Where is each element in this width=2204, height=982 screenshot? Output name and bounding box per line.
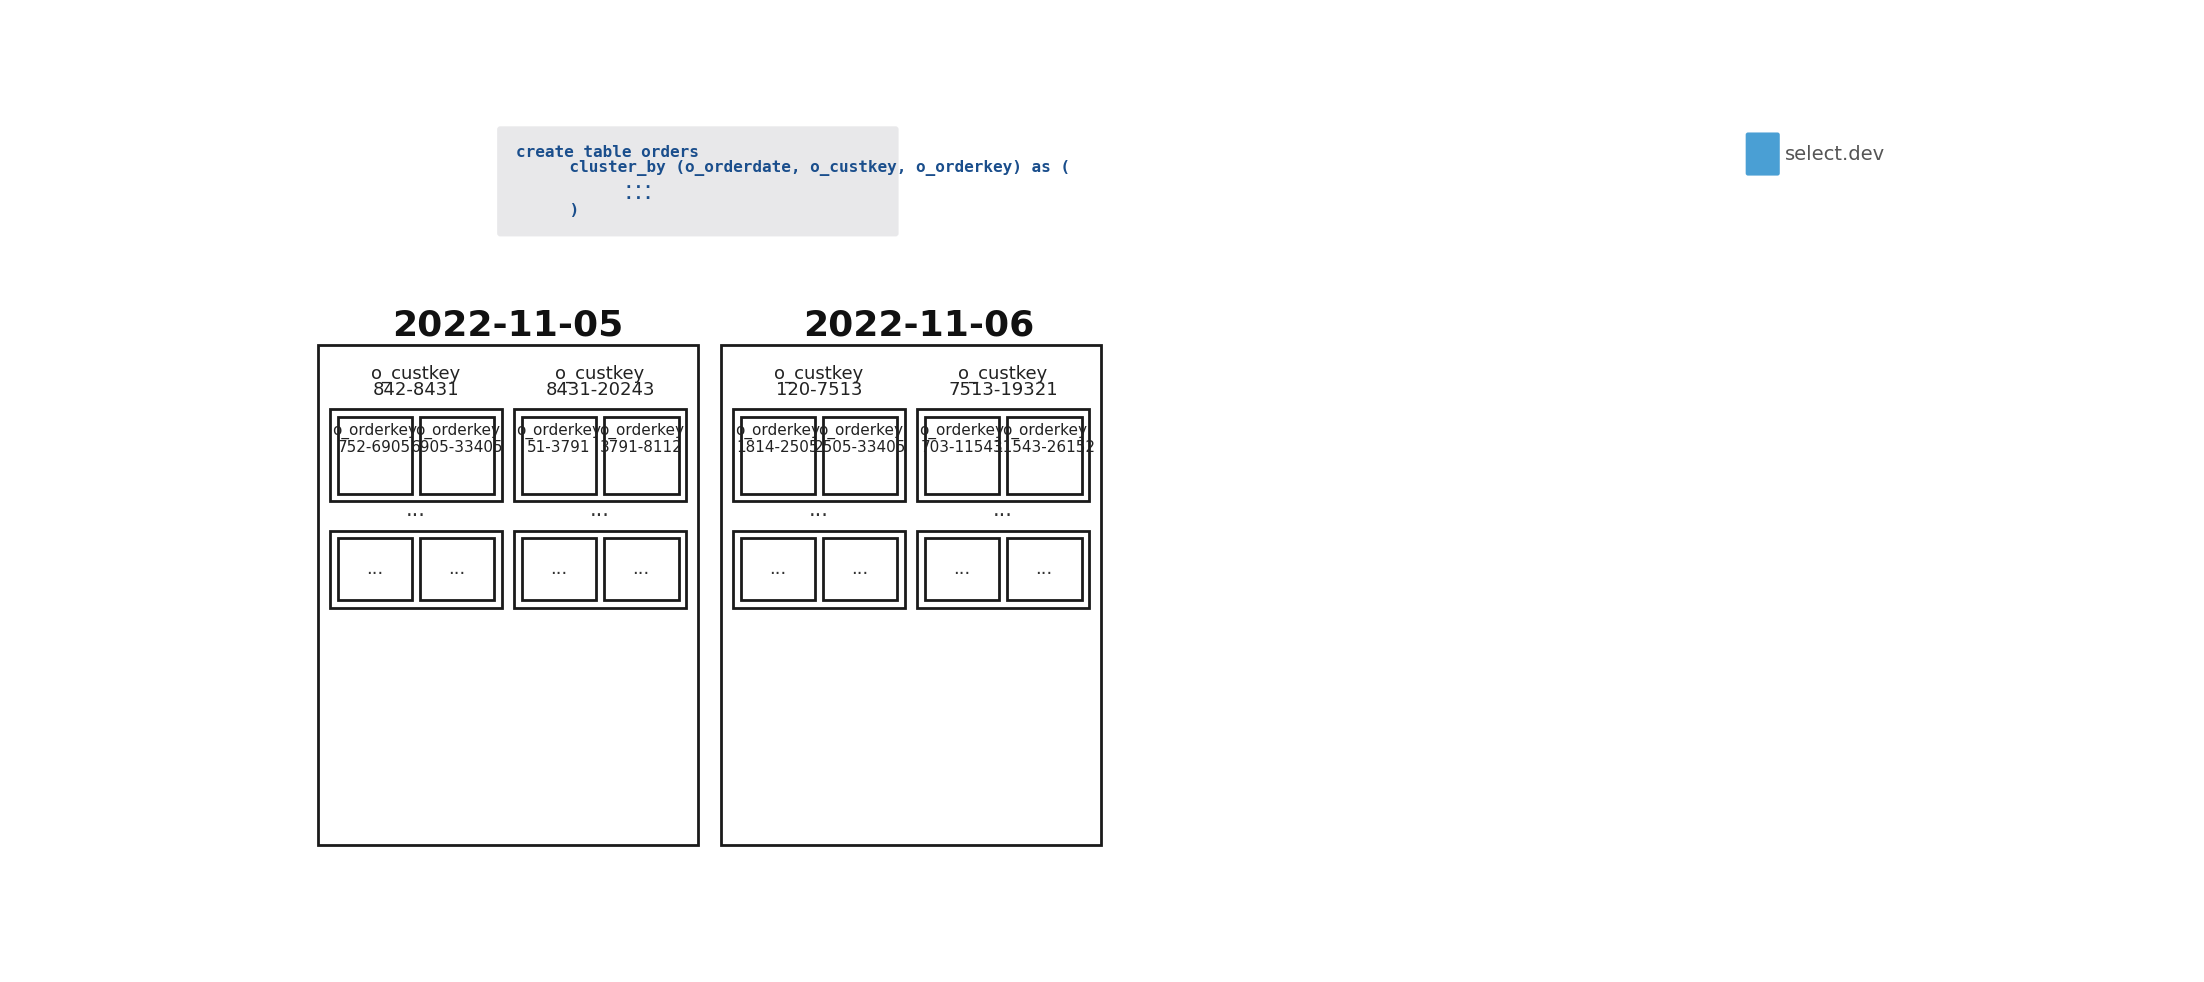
FancyBboxPatch shape <box>721 345 1100 846</box>
Text: o_orderkey: o_orderkey <box>333 423 417 439</box>
FancyBboxPatch shape <box>419 416 494 494</box>
Text: 8431-20243: 8431-20243 <box>544 381 655 399</box>
FancyBboxPatch shape <box>741 538 815 600</box>
Text: o_orderkey: o_orderkey <box>1001 423 1087 439</box>
Text: ...: ... <box>406 500 425 519</box>
Text: 2022-11-06: 2022-11-06 <box>802 308 1034 343</box>
FancyBboxPatch shape <box>317 345 699 846</box>
FancyBboxPatch shape <box>522 416 595 494</box>
Text: 752-6905: 752-6905 <box>337 440 412 455</box>
FancyBboxPatch shape <box>522 538 595 600</box>
Text: 2505-33405: 2505-33405 <box>813 440 906 455</box>
FancyBboxPatch shape <box>604 538 679 600</box>
Text: 51-3791: 51-3791 <box>527 440 591 455</box>
Text: o_custkey: o_custkey <box>959 364 1047 383</box>
FancyBboxPatch shape <box>923 416 998 494</box>
Text: ): ) <box>531 202 580 218</box>
FancyBboxPatch shape <box>741 416 815 494</box>
Text: 3791-8112: 3791-8112 <box>599 440 683 455</box>
FancyBboxPatch shape <box>331 409 503 501</box>
Text: o_orderkey: o_orderkey <box>919 423 1005 439</box>
Text: 120-7513: 120-7513 <box>776 381 862 399</box>
Text: o_orderkey: o_orderkey <box>818 423 904 439</box>
FancyBboxPatch shape <box>337 416 412 494</box>
Text: create table orders: create table orders <box>516 144 699 160</box>
Text: ...: ... <box>547 176 652 191</box>
Text: ...: ... <box>1036 560 1054 578</box>
Text: ...: ... <box>769 560 787 578</box>
Text: 1814-2505: 1814-2505 <box>736 440 820 455</box>
FancyBboxPatch shape <box>514 530 685 608</box>
Text: 6905-33405: 6905-33405 <box>410 440 503 455</box>
Text: 7513-19321: 7513-19321 <box>948 381 1058 399</box>
FancyBboxPatch shape <box>822 416 897 494</box>
Text: o_custkey: o_custkey <box>370 364 461 383</box>
FancyBboxPatch shape <box>1007 538 1082 600</box>
Text: o_orderkey: o_orderkey <box>516 423 602 439</box>
FancyBboxPatch shape <box>514 409 685 501</box>
Text: o_custkey: o_custkey <box>555 364 644 383</box>
Text: o_orderkey: o_orderkey <box>599 423 683 439</box>
FancyBboxPatch shape <box>1746 133 1781 176</box>
FancyBboxPatch shape <box>1007 416 1082 494</box>
Text: select.dev: select.dev <box>1785 144 1884 164</box>
FancyBboxPatch shape <box>822 538 897 600</box>
Text: ...: ... <box>450 560 465 578</box>
FancyBboxPatch shape <box>917 530 1089 608</box>
FancyBboxPatch shape <box>732 530 906 608</box>
Text: ...: ... <box>954 560 970 578</box>
Text: o_custkey: o_custkey <box>774 364 864 383</box>
Text: 703-11543: 703-11543 <box>921 440 1003 455</box>
Text: ...: ... <box>547 188 652 202</box>
Text: ...: ... <box>633 560 650 578</box>
Text: cluster_by (o_orderdate, o_custkey, o_orderkey) as (: cluster_by (o_orderdate, o_custkey, o_or… <box>531 160 1071 176</box>
FancyBboxPatch shape <box>419 538 494 600</box>
Text: ...: ... <box>809 500 829 519</box>
FancyBboxPatch shape <box>498 127 899 237</box>
Text: ...: ... <box>591 500 611 519</box>
Text: 842-8431: 842-8431 <box>372 381 458 399</box>
Text: ...: ... <box>851 560 868 578</box>
FancyBboxPatch shape <box>923 538 998 600</box>
Text: ...: ... <box>994 500 1014 519</box>
FancyBboxPatch shape <box>604 416 679 494</box>
FancyBboxPatch shape <box>732 409 906 501</box>
Text: o_orderkey: o_orderkey <box>736 423 820 439</box>
FancyBboxPatch shape <box>337 538 412 600</box>
FancyBboxPatch shape <box>331 530 503 608</box>
Text: 11543-26152: 11543-26152 <box>994 440 1095 455</box>
Text: ...: ... <box>366 560 383 578</box>
Text: ...: ... <box>551 560 566 578</box>
Text: 2022-11-05: 2022-11-05 <box>392 308 624 343</box>
FancyBboxPatch shape <box>917 409 1089 501</box>
Text: o_orderkey: o_orderkey <box>414 423 500 439</box>
